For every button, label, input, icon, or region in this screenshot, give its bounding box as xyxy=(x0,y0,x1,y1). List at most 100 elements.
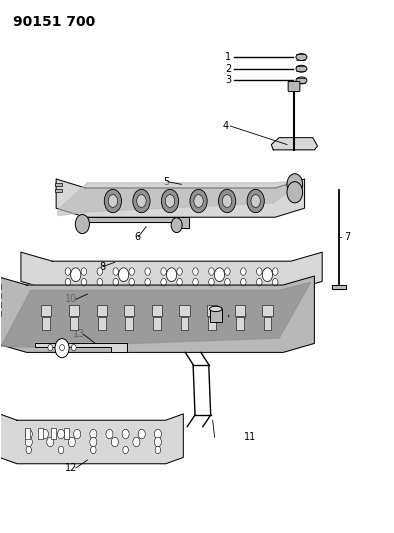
Circle shape xyxy=(133,189,150,213)
Text: 7: 7 xyxy=(344,232,350,243)
Circle shape xyxy=(123,446,128,454)
Bar xyxy=(51,427,56,439)
Circle shape xyxy=(133,437,140,447)
Circle shape xyxy=(209,278,214,286)
Polygon shape xyxy=(58,181,303,216)
Circle shape xyxy=(47,437,54,447)
Circle shape xyxy=(287,174,303,195)
Text: 5: 5 xyxy=(164,176,169,187)
Ellipse shape xyxy=(296,65,307,72)
Text: 6: 6 xyxy=(134,232,140,242)
Circle shape xyxy=(193,278,198,286)
Circle shape xyxy=(161,278,166,286)
Circle shape xyxy=(55,338,69,358)
Circle shape xyxy=(97,278,102,286)
Polygon shape xyxy=(35,343,126,352)
Circle shape xyxy=(225,278,230,286)
Circle shape xyxy=(262,268,273,281)
Circle shape xyxy=(74,429,81,439)
Text: 90151 700: 90151 700 xyxy=(13,14,95,29)
Bar xyxy=(56,189,62,192)
Circle shape xyxy=(241,268,246,275)
Bar xyxy=(208,317,216,330)
Bar xyxy=(235,305,245,316)
Polygon shape xyxy=(0,282,310,350)
Ellipse shape xyxy=(296,54,307,61)
Bar xyxy=(64,427,69,439)
Text: 8: 8 xyxy=(99,262,105,271)
Circle shape xyxy=(247,189,264,213)
Circle shape xyxy=(113,268,119,275)
Circle shape xyxy=(122,429,129,439)
Polygon shape xyxy=(21,252,322,290)
Circle shape xyxy=(68,437,75,447)
Ellipse shape xyxy=(210,306,222,312)
Circle shape xyxy=(219,189,236,213)
Circle shape xyxy=(145,278,151,286)
Bar xyxy=(56,183,62,187)
Circle shape xyxy=(90,437,97,447)
Bar xyxy=(179,305,190,316)
Ellipse shape xyxy=(296,77,307,84)
Polygon shape xyxy=(271,138,318,150)
Bar xyxy=(180,317,188,330)
Text: 1: 1 xyxy=(225,52,231,62)
Polygon shape xyxy=(56,179,305,217)
Circle shape xyxy=(223,195,232,207)
Bar xyxy=(153,317,161,330)
Circle shape xyxy=(155,446,161,454)
Circle shape xyxy=(129,278,134,286)
Circle shape xyxy=(256,278,262,286)
Circle shape xyxy=(71,344,76,351)
Circle shape xyxy=(138,429,145,439)
Text: 11: 11 xyxy=(244,432,256,442)
Circle shape xyxy=(113,278,119,286)
Circle shape xyxy=(177,278,182,286)
FancyBboxPatch shape xyxy=(288,82,300,92)
Circle shape xyxy=(162,189,178,213)
Circle shape xyxy=(154,437,162,447)
Bar xyxy=(0,293,2,298)
Text: 9: 9 xyxy=(240,312,246,322)
Bar xyxy=(41,305,52,316)
Text: 10: 10 xyxy=(65,294,78,304)
Circle shape xyxy=(26,446,32,454)
Bar xyxy=(264,317,271,330)
Circle shape xyxy=(214,268,225,281)
Circle shape xyxy=(112,437,118,447)
Circle shape xyxy=(71,268,81,281)
Circle shape xyxy=(137,195,146,207)
Circle shape xyxy=(58,429,65,439)
Circle shape xyxy=(177,268,182,275)
Bar xyxy=(0,302,2,308)
Circle shape xyxy=(145,268,151,275)
Circle shape xyxy=(104,189,121,213)
Circle shape xyxy=(225,268,230,275)
Circle shape xyxy=(90,429,97,439)
Circle shape xyxy=(81,278,87,286)
Text: 12: 12 xyxy=(65,463,78,473)
Circle shape xyxy=(251,195,260,207)
Polygon shape xyxy=(0,414,183,464)
Circle shape xyxy=(287,182,303,203)
Circle shape xyxy=(165,195,175,207)
Circle shape xyxy=(75,215,89,233)
Circle shape xyxy=(106,429,113,439)
Bar xyxy=(70,317,78,330)
Circle shape xyxy=(81,268,87,275)
Bar xyxy=(236,317,244,330)
Circle shape xyxy=(190,189,207,213)
Bar xyxy=(124,305,134,316)
Circle shape xyxy=(129,268,134,275)
Text: 3: 3 xyxy=(225,75,231,85)
Circle shape xyxy=(154,429,162,439)
Bar xyxy=(69,305,79,316)
Circle shape xyxy=(256,268,262,275)
Circle shape xyxy=(58,446,64,454)
Bar xyxy=(210,309,222,322)
Circle shape xyxy=(108,195,117,207)
Circle shape xyxy=(273,268,278,275)
Circle shape xyxy=(119,268,129,281)
Bar xyxy=(0,284,2,289)
Circle shape xyxy=(25,437,32,447)
